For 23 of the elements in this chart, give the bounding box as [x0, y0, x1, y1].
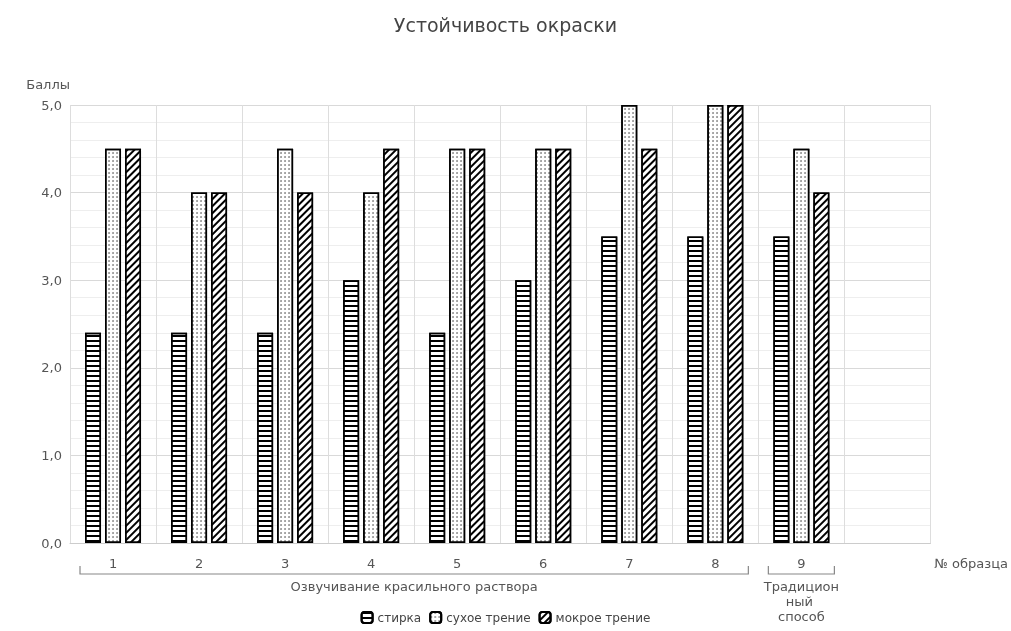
y-axis-title: Баллы	[26, 77, 70, 92]
x-tick-label: 5	[453, 556, 462, 571]
y-tick-label: 3,0	[41, 272, 62, 288]
legend-label: стирка	[377, 610, 422, 625]
y-tick-label: 0,0	[41, 535, 62, 551]
x-axis-title: № образца	[934, 556, 1009, 571]
x-tick-label: 7	[625, 556, 634, 571]
y-tick-label: 2,0	[41, 360, 62, 376]
y-tick-label: 4,0	[41, 185, 62, 201]
legend-label: сухое трение	[446, 610, 531, 625]
y-tick-label: 1,0	[41, 447, 62, 463]
y-tick-label: 5,0	[41, 97, 62, 113]
x-tick-label: 4	[367, 556, 376, 571]
x-tick-label: 2	[194, 556, 204, 571]
x-tick-label: 8	[711, 556, 720, 571]
x-tick-label: 1	[108, 556, 118, 571]
x-tick-label: 6	[539, 556, 548, 571]
legend-label: мокрое трение	[555, 610, 651, 625]
text: Озвучивание красильного раствора	[290, 579, 538, 594]
x-tick-label: 3	[280, 556, 290, 571]
x-tick-label: 9	[797, 556, 806, 571]
chart-title: Устойчивость окраски	[393, 13, 618, 36]
text: Традиционный способ	[762, 579, 840, 624]
